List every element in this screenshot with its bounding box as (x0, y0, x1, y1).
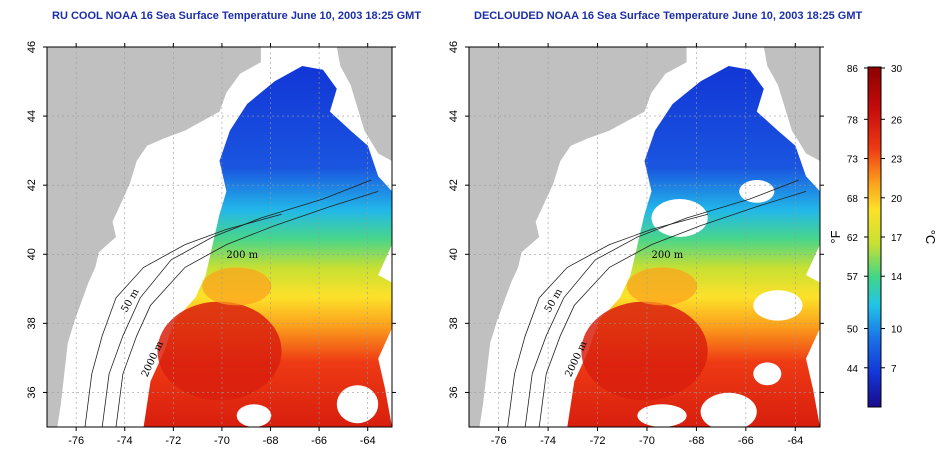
isobath-label-200m: 200 m (226, 250, 258, 261)
cloud-mask (336, 385, 379, 424)
x-tick-label: -74 (117, 435, 133, 447)
map-frame (468, 46, 821, 428)
colorbar-unit-celsius: °C (923, 230, 938, 245)
y-tick-label: 44 (448, 110, 460, 122)
colorbar-label-fahrenheit: 86 (847, 64, 859, 75)
colorbar-label-fahrenheit: 50 (847, 325, 859, 336)
y-tick-label: 46 (448, 41, 460, 53)
x-tick-label: -66 (311, 435, 327, 447)
warm-eddy (157, 301, 282, 401)
x-tick-label: -70 (639, 435, 655, 447)
warm-filament (202, 267, 272, 306)
y-tick-label: 42 (448, 179, 460, 191)
isobath-label-200m: 200 m (652, 250, 684, 261)
panel-title-declouded: DECLOUDED NOAA 16 Sea Surface Temperatur… (474, 10, 863, 22)
y-tick-label: 44 (26, 110, 38, 122)
y-tick-label: 42 (26, 179, 38, 191)
colorbar-gradient (867, 66, 882, 408)
land-nova-scotia (763, 47, 820, 161)
land-coastline (47, 47, 261, 427)
colorbar-label-celsius: 17 (891, 233, 903, 244)
warm-filament (626, 267, 698, 306)
temperature-colorbar: 86 30 78 26 73 23 68 20 62 17 57 14 50 10 44 7 °F °C (828, 64, 938, 408)
y-tick-label: 46 (26, 41, 38, 53)
cloud-mask (651, 199, 708, 237)
colorbar-label-fahrenheit: 62 (847, 233, 859, 244)
x-tick-label: -66 (738, 435, 754, 447)
colorbar-label-fahrenheit: 78 (847, 115, 859, 126)
y-tick-label: 38 (26, 317, 38, 329)
x-tick-label: -64 (360, 435, 376, 447)
y-tick-label: 36 (448, 386, 460, 398)
colorbar-label-celsius: 7 (891, 364, 897, 375)
isobath-line (507, 213, 708, 427)
x-tick-label: -76 (491, 435, 507, 447)
colorbar-label-celsius: 30 (891, 64, 903, 75)
colorbar-label-celsius: 10 (891, 325, 903, 336)
colorbar-label-celsius: 14 (891, 272, 903, 283)
panel-title-rucool: RU COOL NOAA 16 Sea Surface Temperature … (52, 10, 422, 22)
x-tick-label: -68 (688, 435, 704, 447)
x-tick-label: -74 (540, 435, 556, 447)
isobath-line (115, 191, 379, 427)
warm-eddy (581, 301, 708, 401)
cloud-mask (700, 392, 757, 427)
colorbar-label-fahrenheit: 44 (847, 364, 859, 375)
x-tick-label: -72 (590, 435, 606, 447)
x-tick-label: -72 (165, 435, 181, 447)
x-tick-label: -70 (214, 435, 230, 447)
x-tick-label: -76 (68, 435, 84, 447)
colorbar-label-celsius: 26 (891, 115, 903, 126)
y-tick-label: 40 (448, 248, 460, 260)
colorbar-unit-fahrenheit: °F (828, 230, 843, 243)
colorbar-label-fahrenheit: 57 (847, 272, 859, 283)
isobath-line (538, 191, 807, 427)
colorbar-label-fahrenheit: 73 (847, 155, 859, 166)
x-tick-label: -68 (263, 435, 279, 447)
isobath-line (84, 213, 282, 427)
isobath-line (524, 179, 800, 427)
land-nova-scotia (336, 47, 392, 161)
cloud-mask (637, 404, 687, 427)
cloud-mask (753, 290, 803, 321)
colorbar-label-celsius: 20 (891, 194, 903, 205)
colorbar-label-fahrenheit: 68 (847, 194, 859, 205)
cloud-mask (236, 404, 272, 427)
isobath-line (101, 179, 372, 427)
cloud-mask (739, 180, 775, 203)
land-coastline (469, 47, 687, 427)
map-frame (46, 46, 393, 428)
cloud-mask (753, 362, 782, 386)
y-tick-label: 36 (26, 386, 38, 398)
x-tick-label: -64 (787, 435, 803, 447)
y-tick-label: 40 (26, 248, 38, 260)
y-tick-label: 38 (448, 317, 460, 329)
colorbar-label-celsius: 23 (891, 155, 903, 166)
